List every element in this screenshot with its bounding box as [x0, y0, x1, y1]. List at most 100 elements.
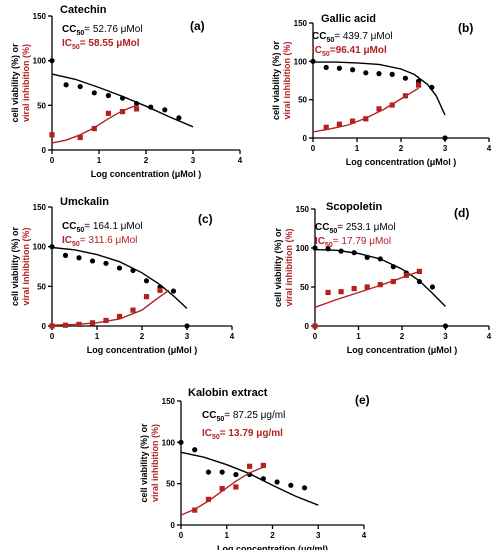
y-axis-label: cell viability (%) or viral inhibition (%…	[271, 40, 292, 120]
inhibition-point	[416, 268, 422, 274]
ic50-subscript: 50	[325, 242, 333, 249]
viability-point	[389, 71, 395, 77]
viability-point	[192, 447, 198, 453]
x-tick-label: 4	[238, 156, 243, 165]
x-tick-label: 3	[443, 332, 448, 341]
x-tick-label: 0	[311, 144, 316, 153]
inhibition-point	[260, 462, 266, 469]
inhibition-point	[312, 323, 318, 329]
y-tick-label: 0	[305, 322, 310, 331]
x-tick-label: 0	[179, 531, 184, 540]
cc50-annotation: CC50= 164.1 μMol	[62, 221, 143, 234]
x-tick-label: 1	[95, 332, 100, 341]
inhibition-point	[376, 106, 382, 112]
x-axis-label: Log concentration (μMol )	[347, 345, 458, 355]
inhibition-point	[143, 294, 150, 300]
cc50-label: CC	[62, 24, 76, 35]
y-tick-label: 100	[296, 244, 310, 253]
inhibition-point	[390, 278, 396, 285]
panel-label: (a)	[190, 19, 205, 33]
y-axis-label-line-2: viral inhibition (%)	[21, 227, 31, 305]
inhibition-point	[49, 132, 55, 138]
y-axis-label: cell viability (%) or viral inhibition (%…	[139, 423, 160, 503]
viability-point	[89, 258, 96, 264]
cc50-annotation: CC50= 439.7 μMol	[312, 31, 393, 44]
viability-point	[376, 71, 382, 77]
y-axis-label-line-2: viral inhibition (%)	[150, 424, 160, 502]
x-tick-label: 3	[316, 531, 321, 540]
y-tick-label: 150	[296, 205, 310, 214]
cc50-annotation: CC50= 253.1 μMol	[315, 222, 396, 235]
panel-label: (d)	[454, 206, 469, 220]
cc50-subscript: 50	[76, 30, 84, 37]
inhibition-fit-curve	[312, 87, 419, 133]
x-tick-label: 2	[270, 531, 275, 540]
viability-point	[350, 67, 356, 73]
x-tick-label: 2	[140, 332, 145, 341]
viability-point	[377, 256, 383, 262]
viability-point	[323, 64, 329, 71]
cc50-label: CC	[312, 31, 326, 42]
inhibition-point	[336, 121, 342, 127]
x-tick-label: 4	[362, 531, 367, 540]
compound-name: Catechin	[60, 4, 107, 16]
chart-panel-c: 0 1 2 3 4 0 50 100 150 Log concentration (μMol ) c…	[10, 196, 235, 355]
viability-point	[63, 82, 69, 88]
ic50-subscript: 50	[212, 434, 220, 441]
y-tick-label: 150	[162, 397, 176, 406]
inhibition-point	[402, 93, 408, 99]
cc50-label: CC	[62, 221, 76, 232]
cc50-subscript: 50	[326, 37, 334, 44]
inhibition-point	[325, 289, 331, 296]
ic50-annotation: IC50= 13.79 μg/ml	[202, 428, 283, 441]
viability-point	[103, 260, 109, 266]
viability-point	[148, 104, 154, 110]
viability-point	[219, 469, 225, 475]
ic50-subscript: 50	[72, 44, 80, 51]
cc50-value: = 253.1 μMol	[337, 222, 395, 233]
chart-panel-d: 0 1 2 3 4 0 50 100 150 Log concentration (μMol ) c…	[273, 201, 492, 355]
inhibition-point	[192, 507, 198, 513]
ic50-label: IC	[202, 428, 212, 439]
inhibition-point	[351, 285, 357, 292]
y-axis-label-line-1: cell viability (%) or	[271, 40, 281, 120]
inhibition-point	[219, 486, 225, 492]
viability-point	[162, 107, 168, 113]
x-axis-label: Log concentration (μMol )	[91, 169, 202, 179]
inhibition-point	[91, 125, 97, 132]
viability-point	[310, 58, 316, 64]
cc50-subscript: 50	[216, 416, 224, 423]
cc50-subscript: 50	[329, 228, 337, 235]
compound-name: Kalobin extract	[188, 387, 268, 399]
x-tick-label: 4	[230, 332, 235, 341]
inhibition-point	[76, 321, 82, 328]
inhibition-point	[105, 110, 111, 116]
viability-point	[429, 84, 435, 90]
viability-point	[49, 244, 55, 250]
panel-label: (e)	[355, 393, 370, 407]
panel-label: (c)	[198, 212, 213, 226]
y-axis-label-line-2: viral inhibition (%)	[284, 228, 294, 306]
inhibition-point	[377, 282, 383, 288]
inhibition-point	[350, 118, 356, 124]
y-tick-label: 100	[33, 243, 47, 252]
ic50-value: =96.41 μMol	[330, 45, 387, 56]
viability-point	[119, 95, 126, 101]
ic50-label: IC	[315, 236, 325, 247]
inhibition-point	[403, 272, 409, 278]
y-tick-label: 150	[294, 19, 308, 28]
ic50-value: = 13.79 μg/ml	[220, 428, 283, 439]
inhibition-point	[364, 284, 370, 290]
viability-point	[260, 476, 266, 482]
ic50-value: = 58.55 μMol	[80, 38, 140, 49]
inhibition-point	[62, 322, 69, 328]
y-axis-label-line-2: viral inhibition (%)	[21, 44, 31, 122]
x-tick-label: 2	[400, 332, 405, 341]
inhibition-point	[130, 307, 136, 313]
viability-point	[429, 284, 436, 290]
cc50-value: = 164.1 μMol	[84, 221, 142, 232]
y-tick-label: 0	[42, 146, 47, 155]
y-tick-label: 50	[298, 96, 307, 105]
inhibition-point	[77, 134, 83, 141]
ic50-value: = 17.79 μMol	[333, 236, 391, 247]
